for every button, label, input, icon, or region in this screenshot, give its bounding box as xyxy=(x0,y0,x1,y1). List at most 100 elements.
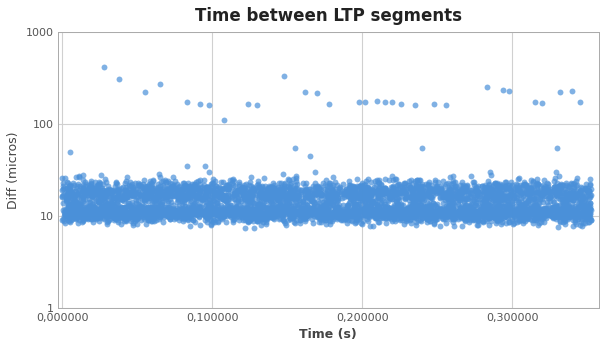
Point xyxy=(100,203,110,208)
Point xyxy=(381,205,391,211)
Point xyxy=(131,216,141,221)
Point xyxy=(262,211,271,217)
Point xyxy=(229,216,239,222)
Point xyxy=(153,193,163,199)
Point xyxy=(495,184,505,190)
Point xyxy=(511,216,521,222)
Point xyxy=(156,208,166,214)
Point xyxy=(107,207,117,213)
Point xyxy=(93,213,102,218)
Point xyxy=(406,204,416,209)
Point xyxy=(206,222,216,227)
Point xyxy=(98,185,107,191)
Point xyxy=(384,210,393,215)
Point xyxy=(360,199,370,205)
Point xyxy=(61,190,70,196)
Point xyxy=(376,189,385,195)
Point xyxy=(93,210,102,216)
Point xyxy=(284,212,294,217)
Point xyxy=(427,210,436,216)
Point xyxy=(581,185,590,191)
Point xyxy=(89,213,99,219)
Point xyxy=(108,196,118,201)
Point xyxy=(413,208,423,214)
Point xyxy=(391,199,401,204)
Point xyxy=(85,213,95,218)
Point xyxy=(208,206,218,211)
Point xyxy=(82,186,92,191)
Point xyxy=(73,190,82,195)
Point xyxy=(269,188,279,193)
Point xyxy=(195,201,205,206)
Point xyxy=(95,193,105,199)
Point xyxy=(482,207,491,212)
Point xyxy=(223,192,233,197)
Point xyxy=(359,206,369,211)
Point xyxy=(565,210,575,216)
Point xyxy=(391,218,401,224)
Point xyxy=(341,187,351,192)
Point xyxy=(519,209,528,215)
Point xyxy=(291,182,301,188)
Point xyxy=(318,199,328,205)
Point xyxy=(482,195,491,200)
Point xyxy=(559,203,568,208)
Point xyxy=(63,189,73,195)
Point xyxy=(384,177,393,183)
Point xyxy=(220,195,230,200)
Point xyxy=(405,201,415,206)
Point xyxy=(585,200,594,206)
Point xyxy=(554,212,564,218)
Point xyxy=(153,210,162,215)
Point xyxy=(385,205,395,211)
Point xyxy=(278,193,288,199)
Point xyxy=(287,210,297,215)
Point xyxy=(441,190,450,196)
Point xyxy=(452,196,462,201)
Point xyxy=(585,201,595,206)
Point xyxy=(152,192,162,198)
Point xyxy=(441,181,451,187)
Point xyxy=(405,211,415,217)
Point xyxy=(538,199,548,205)
Point xyxy=(107,201,117,207)
Point xyxy=(278,204,287,209)
Point xyxy=(100,194,110,199)
Point xyxy=(521,188,531,193)
Point xyxy=(179,190,189,195)
Point xyxy=(494,193,504,198)
Point xyxy=(575,188,585,194)
Point xyxy=(484,215,494,221)
Point xyxy=(127,204,137,210)
Point xyxy=(364,211,373,217)
Point xyxy=(556,215,565,220)
Point xyxy=(373,177,382,182)
Point xyxy=(574,212,584,217)
Point xyxy=(208,208,218,214)
Point xyxy=(344,212,353,217)
Point xyxy=(150,210,159,215)
Point xyxy=(185,194,195,199)
Point xyxy=(404,209,414,215)
Point xyxy=(147,189,157,195)
Point xyxy=(561,183,571,188)
Point xyxy=(365,207,375,212)
Point xyxy=(237,210,247,215)
Point xyxy=(328,213,338,219)
Point xyxy=(95,209,105,215)
Point xyxy=(168,184,178,190)
Point xyxy=(501,201,510,207)
Point xyxy=(203,212,213,218)
Point xyxy=(265,206,275,211)
Point xyxy=(432,216,442,222)
Point xyxy=(364,186,374,191)
Point xyxy=(418,209,427,215)
Point xyxy=(85,189,95,195)
Point xyxy=(370,216,379,221)
Point xyxy=(61,206,70,212)
Point xyxy=(262,189,272,195)
Point xyxy=(275,215,285,221)
Point xyxy=(505,208,515,214)
Point xyxy=(230,210,239,215)
Point xyxy=(484,211,494,216)
